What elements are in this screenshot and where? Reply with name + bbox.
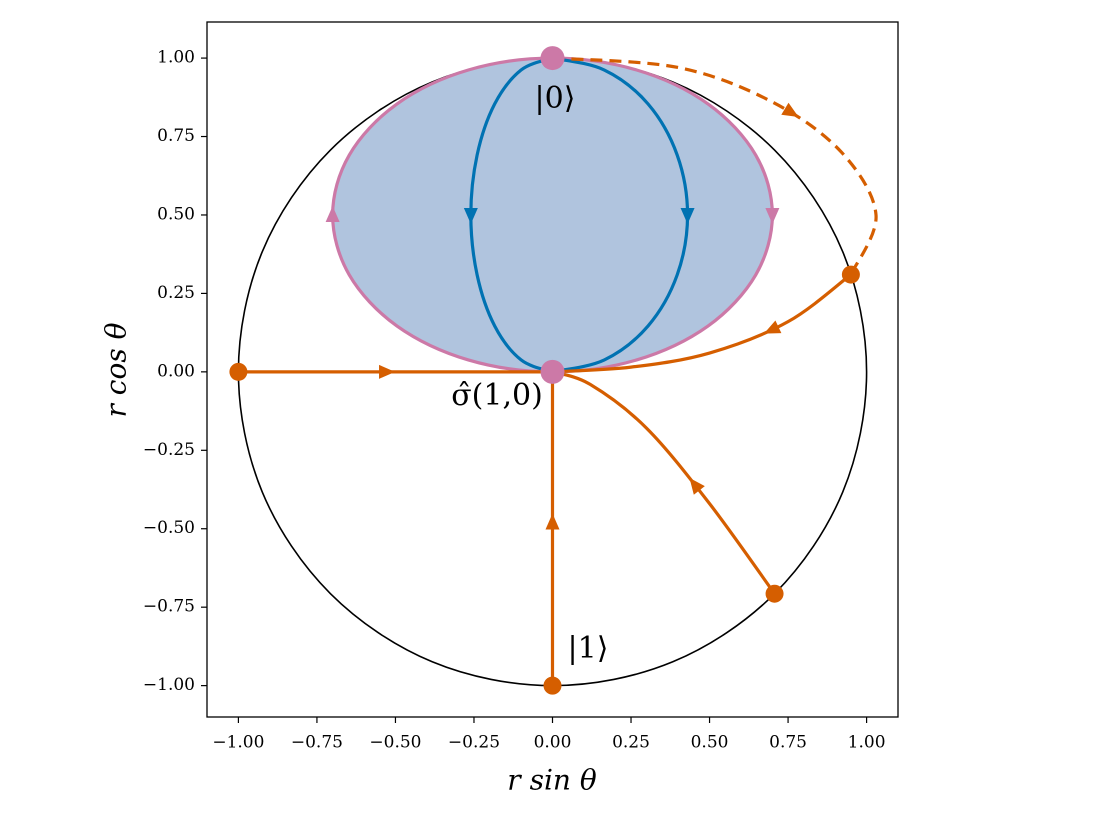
series-line [551, 370, 776, 595]
y-tick-label: −0.25 [143, 440, 195, 460]
x-tick-label: 0.25 [612, 733, 650, 753]
direction-arrow [680, 207, 695, 224]
point-marker [229, 362, 248, 381]
x-tick-label: 0.75 [769, 733, 807, 753]
direction-arrow [379, 364, 396, 379]
y-tick-label: 0.75 [157, 126, 195, 146]
x-tick-label: −0.75 [291, 733, 343, 753]
direction-arrow [545, 513, 560, 530]
plot-area [229, 46, 878, 695]
direction-arrow [689, 477, 705, 495]
y-tick-label: −0.50 [143, 518, 195, 538]
point-marker [765, 584, 784, 603]
y-tick-label: 0.25 [157, 283, 195, 303]
y-tick-label: 0.00 [157, 361, 195, 381]
y-tick-label: −1.00 [143, 675, 195, 695]
x-axis-label: r sin θ [507, 764, 597, 797]
x-tick-label: −0.50 [369, 733, 421, 753]
y-axis-label: r cos θ [100, 322, 133, 417]
series-line [552, 273, 852, 374]
annotation: |1⟩ [568, 631, 609, 666]
x-tick-label: 0.50 [691, 733, 729, 753]
point-marker [841, 265, 860, 284]
annotation: σ̂(1,0) [451, 378, 543, 413]
y-tick-label: −0.75 [143, 597, 195, 617]
direction-arrow [763, 320, 782, 334]
annotation: |0⟩ [535, 81, 576, 116]
direction-arrow [325, 205, 340, 222]
y-tick-label: 0.50 [157, 204, 195, 224]
x-tick-label: −1.00 [212, 733, 264, 753]
direction-arrow [781, 102, 799, 118]
y-tick-label: 1.00 [157, 48, 195, 68]
point-marker [543, 676, 562, 695]
direction-arrow [463, 207, 478, 224]
x-tick-label: −0.25 [448, 733, 500, 753]
x-tick-label: 0.00 [534, 733, 572, 753]
point-marker [540, 46, 565, 71]
direction-arrow [765, 207, 780, 224]
x-tick-label: 1.00 [848, 733, 886, 753]
point-marker [540, 359, 565, 384]
